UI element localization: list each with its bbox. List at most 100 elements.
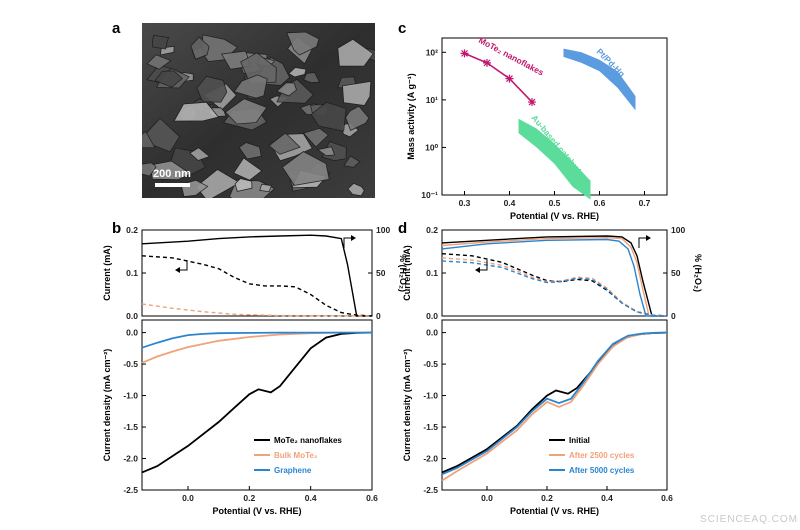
legend-label-graphene: Graphene (274, 466, 312, 475)
sem-flake (154, 70, 183, 88)
panel-d-top-right-axis-arrowhead-icon (646, 235, 651, 241)
panel-d-top-left-y-tick-label: 0.1 (426, 268, 438, 278)
data-point-motes2-nanoflakes (528, 98, 536, 107)
series-line-mote-nanoflakes-h-o (141, 234, 372, 317)
panel-d-bottom-x-tick-label: 0.4 (601, 493, 613, 503)
band-au-based-catalysts (518, 118, 591, 200)
series-line-after-5000-cycles-h-o (441, 238, 667, 317)
panel-b-top-right-axis-arrow-icon (343, 237, 354, 248)
panel-d-bottom-y-tick-label: 0.0 (426, 328, 438, 338)
panel-c-y-tick-label: 10⁰ (425, 142, 438, 152)
panel-c-x-tick-label: 0.3 (459, 198, 471, 208)
data-point-motes2-nanoflakes (505, 74, 514, 83)
sem-flake (268, 132, 301, 155)
panel-d-bottom-y-tick-label: -0.5 (423, 359, 438, 369)
panel-b-top-right-y-axis-label: % (H₂O₂) (398, 254, 408, 292)
series-line-after-5000-cycles-ring-current (441, 260, 668, 317)
panel-b-bottom-plot-frame (141, 319, 373, 491)
sem-flake (286, 31, 320, 56)
panel-d-top-right-y-axis-label: % (H₂O₂) (693, 254, 703, 292)
sem-flake (151, 34, 170, 50)
band-pt-pd-hg (563, 48, 636, 111)
panel-d-bottom-y-axis-label: Current density (mA cm⁻²) (402, 349, 412, 461)
series-line-bulk-mote-ring-current (141, 303, 373, 317)
sem-flake (189, 147, 211, 161)
panel-d-bottom-current-density-chart: 0.0 0.2 0.4 0.6 0.0 -0.5 -1.0 -1.5 -2.0 -2.5 Poten… (402, 319, 673, 516)
sem-flake (337, 38, 374, 67)
panel-b-top-left-axis-arrow-icon (177, 260, 188, 271)
legend-label-initial: Initial (569, 436, 590, 445)
panel-b-bottom-y-tick-label: -2.0 (123, 454, 138, 464)
data-point-motes2-nanoflakes (460, 49, 469, 58)
sem-flake (233, 74, 268, 99)
panel-d-bottom-x-tick-label: 0.2 (541, 493, 553, 503)
panel-b-top-left-y-tick-label: 0.2 (126, 225, 138, 235)
panel-b-top-left-y-axis-label: Current (mA) (102, 245, 112, 301)
panel-c-x-tick-label: 0.6 (594, 198, 606, 208)
panel-b-bottom-x-axis-label: Potential (V vs. RHE) (212, 506, 301, 516)
panel-c-y-axis-label: Mass activity (A g⁻¹) (406, 73, 416, 159)
panel-letter-c: c (398, 20, 406, 37)
sem-flake (173, 101, 220, 122)
panel-b-top-right-y-tick-label: 50 (376, 268, 386, 278)
panel-d-bottom-y-tick-label: -2.0 (423, 454, 438, 464)
sem-flake (276, 82, 297, 97)
data-point-motes2-nanoflakes (483, 58, 491, 67)
series-label-motes2-nanoflakes: MoTe₂ nanoflakes (477, 35, 546, 78)
panel-d-top-ring-current-chart: 0.0 0.1 0.2 0 50 100 Current (mA) % (H₂O₂) (402, 225, 703, 321)
panel-b-bottom-y-axis-label: Current density (mA cm⁻²) (102, 349, 112, 461)
panel-b-bottom-y-tick-label: -1.5 (123, 422, 138, 432)
series-line-motes2-nanoflakes (464, 52, 533, 103)
sem-flake (303, 72, 321, 84)
panel-d-top-left-y-tick-label: 0.0 (426, 311, 438, 321)
series-line-after-2500-cycles-ring-current (441, 257, 668, 317)
watermark: SCIENCEAQ.COM (700, 514, 798, 525)
panel-c-y-tick-label: 10² (426, 47, 438, 57)
sem-flake (347, 182, 365, 197)
sem-flake (288, 67, 307, 78)
sem-flake (234, 178, 253, 192)
sem-flake (302, 127, 330, 148)
series-line-mote-nanoflakes-ring-current (141, 255, 373, 317)
sem-flake (142, 162, 157, 177)
legend-label-after-2500-cycles: After 2500 cycles (569, 451, 635, 460)
panel-d-bottom-x-axis-label: Potential (V vs. RHE) (510, 506, 599, 516)
panel-d-bottom-y-tick-label: -1.0 (423, 391, 438, 401)
panel-c-x-tick-label: 0.7 (639, 198, 651, 208)
panel-letter-d: d (398, 220, 407, 237)
panel-b-top-left-axis-arrowhead-icon (175, 267, 180, 273)
panel-d-top-left-y-tick-label: 0.2 (426, 225, 438, 235)
panel-letter-a: a (112, 20, 121, 37)
sem-flake (224, 98, 268, 125)
panel-d-bottom-x-tick-label: 0.0 (481, 493, 493, 503)
panel-d-top-right-y-tick-label: 50 (671, 268, 681, 278)
panel-d-bottom-y-tick-label: -2.5 (423, 485, 438, 495)
panel-b-top-right-y-tick-label: 0 (376, 311, 381, 321)
panel-c-y-tick-label: 10⁻¹ (421, 190, 438, 200)
sem-flake (316, 146, 336, 157)
panel-c-plot-frame (441, 37, 668, 196)
series-line-after-5000-cycles (441, 331, 668, 476)
panel-c-y-tick-label: 10¹ (426, 95, 438, 105)
panel-d-top-right-y-tick-label: 100 (671, 225, 685, 235)
panel-b-bottom-y-tick-label: -2.5 (123, 485, 138, 495)
sem-flake (238, 142, 262, 160)
panel-b-bottom-x-tick-label: 0.4 (305, 493, 317, 503)
panel-b-bottom-x-tick-label: 0.0 (182, 493, 194, 503)
panel-c-mass-activity-chart: 0.3 0.4 0.5 0.6 0.7 10⁻¹ 10⁰ 10¹ 10² Potential (V… (406, 35, 668, 221)
panel-d-top-left-axis-arrowhead-icon (475, 267, 480, 273)
legend-label-after-5000-cycles: After 5000 cycles (569, 466, 635, 475)
panel-b-top-left-y-tick-label: 0.0 (126, 311, 138, 321)
sem-flake (281, 151, 330, 186)
panel-c-x-tick-label: 0.4 (504, 198, 516, 208)
sem-flake (259, 183, 273, 193)
series-line-initial-h-o (441, 235, 667, 317)
panel-b-bottom-y-tick-label: 0.0 (126, 328, 138, 338)
panel-d-top-right-axis-arrow-icon (638, 237, 649, 248)
panel-b-top-left-y-tick-label: 0.1 (126, 268, 138, 278)
sem-scalebar (155, 183, 190, 187)
sem-flake (310, 101, 347, 132)
sem-flake (342, 80, 372, 106)
sem-flake (146, 54, 172, 70)
sem-scalebar-label: 200 nm (153, 168, 191, 180)
